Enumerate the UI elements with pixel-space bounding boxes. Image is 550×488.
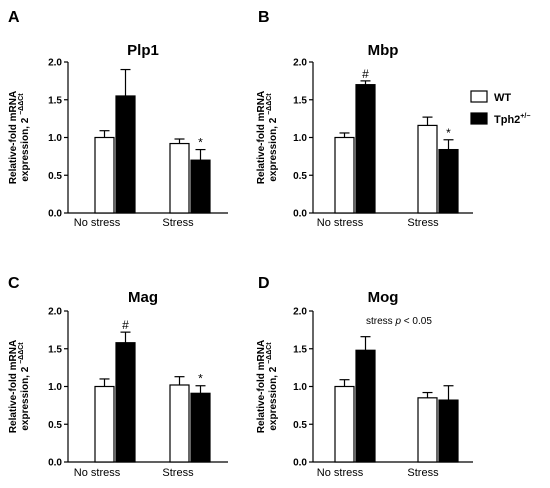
significance-mark: * [198, 136, 203, 150]
y-axis-label-line1: Relative-fold mRNA [8, 91, 19, 184]
y-tick-label: 1.0 [48, 133, 62, 144]
panel-letter: A [8, 9, 20, 26]
chart-title: Mbp [368, 42, 399, 59]
bar-tph2-no-stress [355, 84, 376, 214]
bar-tph2-stress [438, 399, 459, 463]
panel-letter: D [258, 275, 270, 292]
panel-c: C Mag Relative-fold mRNA expression, 2 −ΔΔC… [8, 275, 228, 479]
bar-wt-no-stress [94, 136, 115, 214]
y-axis-label: Relative-fold mRNA expression, 2 −ΔΔCt [256, 340, 279, 433]
y-tick-label: 0.5 [48, 171, 62, 182]
y-axis-label-line1: Relative-fold mRNA [8, 340, 19, 433]
y-tick-label: 2.0 [48, 58, 62, 69]
y-axis-label: Relative-fold mRNA expression, 2 −ΔΔCt [256, 91, 279, 184]
y-tick-label: 0.5 [48, 420, 62, 431]
y-tick-label: 1.0 [293, 133, 307, 144]
y-tick-label: 2.0 [293, 58, 307, 69]
x-category-label: No stress [74, 217, 121, 229]
panel-letter: B [258, 9, 270, 26]
bar-tph2-stress [190, 392, 211, 463]
panel-b: B Mbp Relative-fold mRNA expression, 2 −ΔΔC… [256, 9, 473, 229]
y-tick-label: 0.5 [293, 420, 307, 431]
bar-tph2-stress [190, 159, 211, 214]
bar-wt-no-stress [334, 385, 355, 463]
significance-mark: # [122, 318, 129, 332]
panel-a: A Plp1 Relative-fold mRNA expression, 2 −ΔΔ… [8, 9, 228, 229]
bar-wt-stress [169, 384, 190, 463]
legend-label: WT [494, 92, 511, 104]
y-axis-label-line2: expression, 2 −ΔΔCt [18, 342, 31, 431]
y-axis-label-line1: Relative-fold mRNA [256, 340, 267, 433]
bar-wt-stress [417, 124, 438, 214]
y-tick-label: 1.5 [48, 344, 62, 355]
legend-swatch [470, 90, 488, 103]
y-tick-label: 0.0 [48, 209, 62, 220]
y-tick-label: 2.0 [293, 307, 307, 318]
y-axis-label-line2: expression, 2 −ΔΔCt [266, 342, 279, 431]
bar-wt-stress [417, 397, 438, 463]
x-category-label: Stress [407, 217, 439, 229]
stress-note: stress p < 0.05 [366, 316, 432, 327]
panel-letter: C [8, 275, 20, 292]
x-category-label: No stress [74, 467, 121, 479]
legend: WT Tph2+/− [470, 90, 530, 126]
x-category-label: Stress [162, 217, 194, 229]
bar-tph2-stress [438, 148, 459, 214]
y-axis-label: Relative-fold mRNA expression, 2 −ΔΔCt [8, 91, 31, 184]
chart-title: Mag [128, 289, 158, 306]
bar-tph2-no-stress [355, 349, 376, 463]
bar-wt-stress [169, 142, 190, 214]
y-tick-label: 0.0 [48, 458, 62, 469]
y-tick-label: 1.0 [293, 382, 307, 393]
panel-d: D Mog Relative-fold mRNA expression, 2 −ΔΔC… [256, 275, 473, 479]
chart-title: Plp1 [127, 42, 159, 59]
bar-wt-no-stress [94, 385, 115, 463]
x-category-label: Stress [162, 467, 194, 479]
y-tick-label: 1.0 [48, 382, 62, 393]
bar-wt-no-stress [334, 136, 355, 214]
y-axis-label: Relative-fold mRNA expression, 2 −ΔΔCt [8, 340, 31, 433]
y-axis-label-line1: Relative-fold mRNA [256, 91, 267, 184]
chart-title: Mog [368, 289, 399, 306]
y-axis-label-line2: expression, 2 −ΔΔCt [266, 93, 279, 182]
y-tick-label: 1.5 [293, 95, 307, 106]
y-tick-label: 2.0 [48, 307, 62, 318]
significance-mark: * [446, 126, 451, 140]
bar-tph2-no-stress [115, 95, 136, 214]
legend-label: Tph2+/− [494, 113, 530, 126]
x-category-label: No stress [317, 217, 364, 229]
y-tick-label: 1.5 [293, 344, 307, 355]
y-tick-label: 0.5 [293, 171, 307, 182]
significance-mark: * [198, 372, 203, 386]
x-category-label: Stress [407, 467, 439, 479]
y-tick-label: 0.0 [293, 458, 307, 469]
x-category-label: No stress [317, 467, 364, 479]
y-tick-label: 0.0 [293, 209, 307, 220]
y-axis-label-line2: expression, 2 −ΔΔCt [18, 93, 31, 182]
legend-swatch [470, 112, 488, 125]
bar-tph2-no-stress [115, 342, 136, 463]
y-tick-label: 1.5 [48, 95, 62, 106]
significance-mark: # [362, 67, 369, 81]
